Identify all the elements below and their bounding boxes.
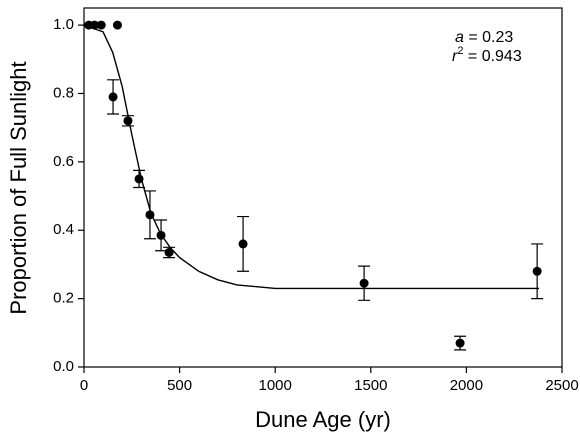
- y-tick-label: 0.4: [53, 221, 74, 238]
- annotation-text: = 0.23: [464, 29, 513, 46]
- data-point: [123, 116, 133, 126]
- x-tick-label: 0: [80, 377, 88, 394]
- x-tick-label: 1000: [259, 377, 292, 394]
- y-axis-label: Proportion of Full Sunlight: [6, 61, 31, 314]
- y-tick-label: 0.8: [53, 84, 74, 101]
- data-point: [90, 20, 100, 30]
- data-point: [145, 210, 155, 220]
- annotation-var: a: [455, 29, 464, 46]
- annotation-sup: 2: [457, 45, 463, 57]
- x-tick-label: 2000: [450, 377, 483, 394]
- data-point: [238, 239, 248, 249]
- data-point: [164, 247, 174, 257]
- data-point: [359, 278, 369, 288]
- annotation-text: = 0.943: [463, 48, 521, 65]
- x-axis-label: Dune Age (yr): [255, 407, 391, 432]
- annotation: a = 0.23: [455, 29, 513, 46]
- y-tick-label: 1.0: [53, 16, 74, 33]
- x-tick-label: 500: [167, 377, 192, 394]
- fit-line: [83, 24, 540, 290]
- y-tick-label: 0.2: [53, 290, 74, 307]
- y-tick-label: 0.0: [53, 358, 74, 375]
- y-tick-label: 0.6: [53, 153, 74, 170]
- data-point: [156, 230, 166, 240]
- data-point: [532, 266, 542, 276]
- annotation-var: r: [452, 48, 458, 65]
- x-tick-label: 2500: [545, 377, 578, 394]
- annotation: r2 = 0.943: [452, 45, 522, 65]
- data-point: [96, 20, 106, 30]
- plot-frame: [83, 7, 563, 368]
- data-point: [455, 338, 465, 348]
- data-point: [134, 174, 144, 184]
- x-tick-label: 1500: [354, 377, 387, 394]
- data-point: [112, 20, 122, 30]
- data-point: [108, 92, 118, 102]
